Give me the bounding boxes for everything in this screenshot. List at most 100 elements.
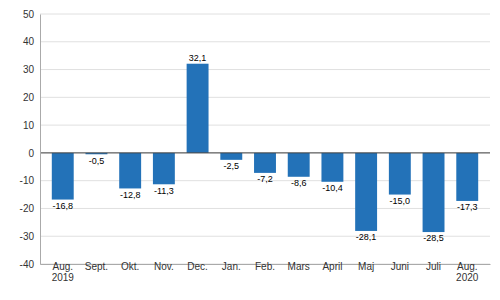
y-tick-label: -30 [20,231,35,242]
x-tick: Mars [288,261,310,272]
y-tick-label: -20 [20,203,35,214]
x-tick-label: Okt. [121,261,139,272]
x-tick-label-line: Okt. [121,261,139,272]
x-tick-label-line: 2020 [456,272,479,283]
y-tick: 40 [23,36,40,47]
bar [254,153,276,173]
x-tick: Aug.2020 [456,261,479,283]
bar [456,153,478,201]
data-label: -28,1 [356,232,377,242]
y-tick: -10 [20,175,40,186]
data-label: -0,5 [89,156,105,166]
x-tick-label: Aug.2020 [456,261,479,283]
bar [119,153,141,189]
data-label: 32,1 [189,53,207,63]
bar [52,153,74,200]
data-label: -12,8 [120,190,141,200]
y-tick: 0 [28,148,40,159]
data-label: -10,4 [322,183,343,193]
bar [321,153,343,182]
x-tick-label-line: Aug. [52,261,73,272]
bars [52,64,478,232]
y-tick: 50 [23,9,40,20]
grid-line [40,152,490,153]
y-tick-label: 30 [23,64,35,75]
x-tick: April [322,261,342,272]
y-tick: -30 [20,231,40,242]
x-tick-label: Sept. [85,261,108,272]
data-labels: -16,8 -0,5 -12,8 -11,3 32,1 -2,5 -7,2 -8,6 -10,4… [52,53,477,244]
bar [220,153,242,160]
grid-line [40,208,490,209]
y-tick-label: 10 [23,120,35,131]
bar [288,153,310,177]
bar [187,64,209,153]
bar [423,153,445,232]
zero-line [40,152,490,153]
data-label: -8,6 [291,178,307,188]
y-tick-label: 50 [23,9,35,20]
data-label: -7,2 [257,174,273,184]
x-tick-label: Aug.2019 [52,261,75,283]
grid-line [40,97,490,98]
x-tick: Jan. [222,261,241,272]
y-tick-label: 40 [23,36,35,47]
y-tick: -20 [20,203,40,214]
x-tick-label-line: Dec. [187,261,208,272]
data-label: -28,5 [423,233,444,243]
x-tick-label-line: 2019 [52,272,75,283]
x-tick-label-line: Juli [426,261,441,272]
y-tick-label: -40 [20,259,35,270]
x-tick-label: Maj [358,261,374,272]
grid [40,14,490,264]
grid-line [40,69,490,70]
x-tick-label: Juli [426,261,441,272]
y-tick: 30 [23,64,40,75]
data-label: -16,8 [52,201,73,211]
chart-container: -40-30-20-1001020304050Aug.2019Sept.Okt.… [0,0,500,300]
x-tick: Maj [358,261,374,272]
x-tick-label: Nov. [154,261,174,272]
y-tick-label: -10 [20,175,35,186]
x-tick: Dec. [187,261,208,272]
x-tick-label-line: Aug. [457,261,478,272]
data-label: -17,3 [457,202,478,212]
x-tick: Aug.2019 [52,261,75,283]
x-tick-label: Feb. [255,261,275,272]
y-tick: -40 [20,259,40,270]
y-tick: 20 [23,92,40,103]
grid-line [40,41,490,42]
x-tick-label: April [322,261,342,272]
grid-line [40,125,490,126]
x-axis: Aug.2019Sept.Okt.Nov.Dec.Jan.Feb.MarsApr… [41,261,491,283]
y-tick-label: 0 [28,148,34,159]
x-tick-label: Dec. [187,261,208,272]
x-tick: Nov. [154,261,174,272]
plot: -40-30-20-1001020304050Aug.2019Sept.Okt.… [20,9,491,283]
x-tick-label-line: Nov. [154,261,174,272]
x-tick-label: Mars [288,261,310,272]
y-tick-label: 20 [23,92,35,103]
y-axis-line [40,15,41,265]
bar [153,153,175,184]
x-tick-label: Juni [391,261,409,272]
data-label: -11,3 [154,186,174,196]
data-label: -15,0 [390,196,411,206]
grid-line [40,14,490,15]
x-tick-label-line: Mars [288,261,310,272]
x-tick-label-line: Maj [358,261,374,272]
x-tick: Sept. [85,261,108,272]
y-axis: -40 -30 -20 -10 0 10 20 30 40 50 [20,9,41,270]
y-tick: 10 [23,120,40,131]
x-tick-label-line: Sept. [85,261,108,272]
x-tick: Juli [426,261,441,272]
chart-svg: -40-30-20-1001020304050Aug.2019Sept.Okt.… [0,0,500,300]
data-label: -2,5 [224,161,240,171]
x-tick-label: Jan. [222,261,241,272]
bar [389,153,411,195]
x-tick-label-line: April [322,261,342,272]
x-tick-label-line: Jan. [222,261,241,272]
x-tick: Okt. [121,261,139,272]
x-tick: Feb. [255,261,275,272]
x-tick-label-line: Juni [391,261,409,272]
